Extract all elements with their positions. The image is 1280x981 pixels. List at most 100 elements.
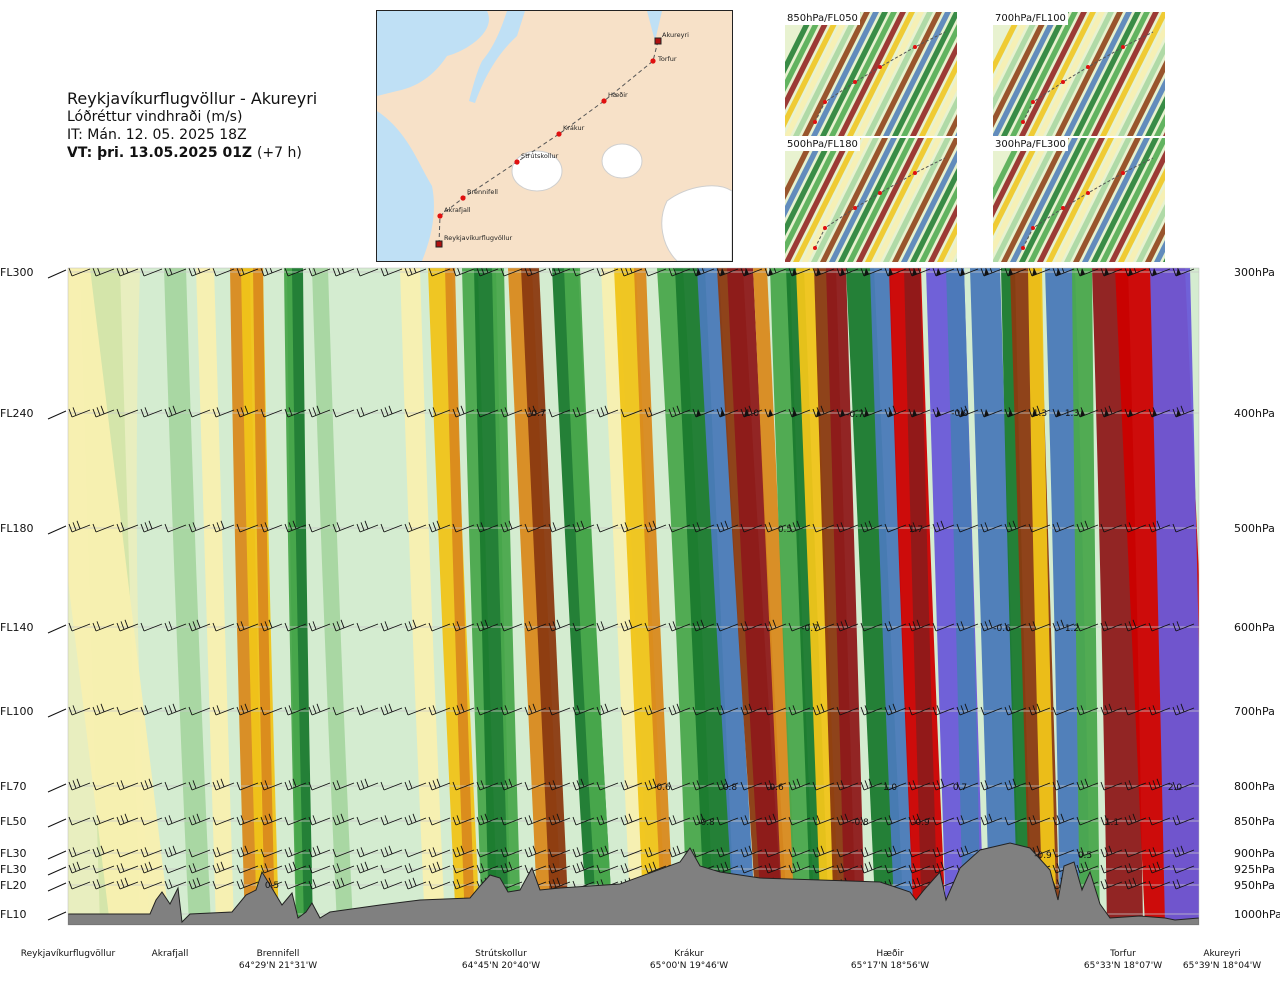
wind-barb xyxy=(572,816,595,826)
wind-barb xyxy=(596,405,619,418)
location-label: Brennifell 64°29'N 21°31'W xyxy=(239,948,317,972)
wind-barb xyxy=(764,813,787,826)
value-label: 0.8 xyxy=(723,783,738,793)
wind-barb xyxy=(476,268,499,277)
wind-barb xyxy=(164,703,187,716)
wind-barb xyxy=(332,522,355,533)
route-point-label: Strútskollur xyxy=(521,152,559,160)
wind-barb xyxy=(644,816,667,826)
wind-barb xyxy=(452,864,475,874)
field-band xyxy=(1150,268,1199,925)
wind-barb xyxy=(668,405,691,418)
map-glacier-2 xyxy=(601,143,643,179)
wind-barb xyxy=(668,703,691,716)
wind-barb xyxy=(68,268,91,277)
wind-barb xyxy=(308,815,331,826)
wind-barb xyxy=(140,520,163,533)
wind-barb xyxy=(572,778,595,791)
chart-title: Reykjavíkurflugvöllur - Akureyri xyxy=(67,89,318,108)
wind-barb xyxy=(860,705,883,716)
wind-barb xyxy=(188,848,211,858)
wind-barb xyxy=(212,880,235,890)
wind-barb xyxy=(476,780,499,791)
hpa-label: 700hPa xyxy=(1234,705,1275,718)
wind-barb xyxy=(236,845,259,858)
wind-barb xyxy=(308,703,331,716)
route-point-marker xyxy=(601,98,607,104)
wind-barb xyxy=(860,622,883,632)
wind-barb xyxy=(308,845,331,858)
wind-barb xyxy=(140,622,163,632)
route-map-svg: Reykjavíkurflugvöllur Akrafjall Brennifell… xyxy=(377,11,732,261)
axis-barb xyxy=(47,624,67,634)
valid-time-line: VT: þri. 13.05.2025 01Z (+7 h) xyxy=(67,144,317,162)
wind-barb xyxy=(908,619,931,632)
wind-barb xyxy=(860,268,883,277)
route-point-marker xyxy=(435,240,443,248)
wind-barb xyxy=(1028,703,1051,716)
wind-barb xyxy=(668,815,691,826)
route-point-marker xyxy=(514,159,520,165)
wind-barb xyxy=(1076,778,1099,791)
wind-barb xyxy=(140,705,163,716)
location-name: Hæðir xyxy=(876,949,904,959)
wind-barb xyxy=(1004,520,1027,533)
wind-barb xyxy=(764,408,787,418)
wind-barb xyxy=(428,778,451,791)
wind-barb xyxy=(356,407,379,418)
wind-barb xyxy=(1100,621,1123,632)
wind-barb xyxy=(764,619,787,632)
wind-barb xyxy=(476,522,499,533)
wind-barb xyxy=(1052,780,1075,791)
wind-barb xyxy=(812,864,835,874)
wind-barb xyxy=(620,268,643,277)
wind-barb xyxy=(1148,622,1171,632)
wind-barb xyxy=(380,864,403,874)
wind-barb xyxy=(1004,705,1027,716)
wind-barb xyxy=(500,816,523,826)
fl-label: FL50 xyxy=(0,815,26,828)
wind-barb xyxy=(524,845,547,858)
wind-barb xyxy=(740,621,763,632)
wind-barb xyxy=(380,845,403,858)
fl-label: FL140 xyxy=(0,621,33,634)
wind-barb xyxy=(644,407,667,418)
wind-barb xyxy=(500,268,523,277)
wind-barb xyxy=(284,816,307,826)
wind-barb xyxy=(1004,816,1027,826)
field-band xyxy=(492,268,521,925)
wind-barb xyxy=(116,780,139,791)
wind-barb xyxy=(164,268,187,277)
valid-time: VT: þri. 13.05.2025 01Z xyxy=(67,145,253,161)
field-region-left xyxy=(68,268,150,925)
wind-barb xyxy=(1076,705,1099,716)
wind-barb xyxy=(956,621,979,632)
thumbnail-label: 850hPa/FL050 xyxy=(785,12,860,25)
wind-barb xyxy=(332,863,355,874)
wind-barb xyxy=(188,863,211,874)
valid-offset: (+7 h) xyxy=(256,145,302,161)
wind-barb xyxy=(548,863,571,874)
wind-barb xyxy=(1052,268,1075,277)
map-sea-nw xyxy=(377,11,489,96)
wind-barb xyxy=(452,879,475,890)
wind-barb xyxy=(740,815,763,826)
wind-barb xyxy=(404,619,427,632)
wind-barb xyxy=(788,705,811,716)
wind-barb xyxy=(1172,781,1195,791)
wind-barb xyxy=(596,621,619,632)
wind-barb xyxy=(1148,705,1171,716)
wind-barb xyxy=(92,781,115,791)
wind-barb xyxy=(1124,522,1147,533)
wind-barb xyxy=(284,268,307,277)
wind-barb xyxy=(380,879,403,890)
wind-barb xyxy=(140,778,163,791)
wind-barb xyxy=(620,522,643,533)
wind-barb xyxy=(1124,268,1147,277)
wind-barb xyxy=(212,847,235,858)
wind-barb xyxy=(980,619,1003,632)
wind-barb xyxy=(1100,405,1123,418)
wind-barb xyxy=(620,619,643,632)
wind-barb xyxy=(548,268,571,277)
wind-barb xyxy=(284,778,307,791)
